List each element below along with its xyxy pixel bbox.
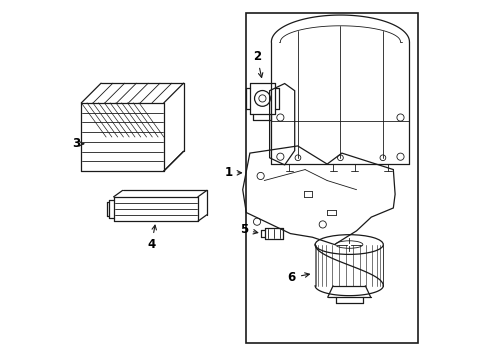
Text: 1: 1 xyxy=(224,166,241,179)
Text: 4: 4 xyxy=(147,225,156,251)
Text: 2: 2 xyxy=(252,50,262,77)
Text: 5: 5 xyxy=(239,223,257,237)
Bar xyxy=(245,13,418,343)
Text: 3: 3 xyxy=(72,137,83,150)
Text: 6: 6 xyxy=(287,271,309,284)
